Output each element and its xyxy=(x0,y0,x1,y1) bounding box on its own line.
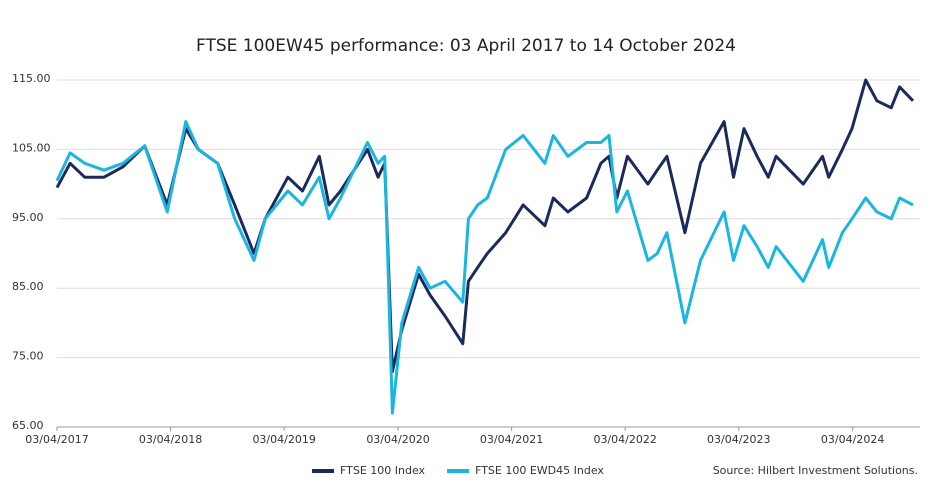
y-tick-label: 75.00 xyxy=(12,350,44,363)
y-tick-label: 85.00 xyxy=(12,280,44,293)
legend-label: FTSE 100 Index xyxy=(340,464,426,477)
legend-label: FTSE 100 EWD45 Index xyxy=(475,464,604,477)
chart-title: FTSE 100EW45 performance: 03 April 2017 … xyxy=(196,36,736,56)
series-line xyxy=(55,78,915,373)
x-tick-label: 03/04/2021 xyxy=(480,433,543,446)
x-tick-label: 03/04/2019 xyxy=(252,433,315,446)
x-tick-label: 03/04/2020 xyxy=(366,433,429,446)
y-tick-label: 105.00 xyxy=(12,141,51,154)
x-tick-label: 03/04/2023 xyxy=(707,433,770,446)
y-tick-label: 65.00 xyxy=(12,419,44,432)
y-tick-label: 95.00 xyxy=(12,211,44,224)
x-tick-label: 03/04/2017 xyxy=(25,433,88,446)
x-tick-label: 03/04/2024 xyxy=(821,433,884,446)
series-line xyxy=(55,120,914,415)
x-tick-label: 03/04/2018 xyxy=(139,433,202,446)
x-tick-label: 03/04/2022 xyxy=(593,433,656,446)
source: Source: Hilbert Investment Solutions. xyxy=(713,464,918,477)
y-tick-label: 115.00 xyxy=(12,72,51,85)
